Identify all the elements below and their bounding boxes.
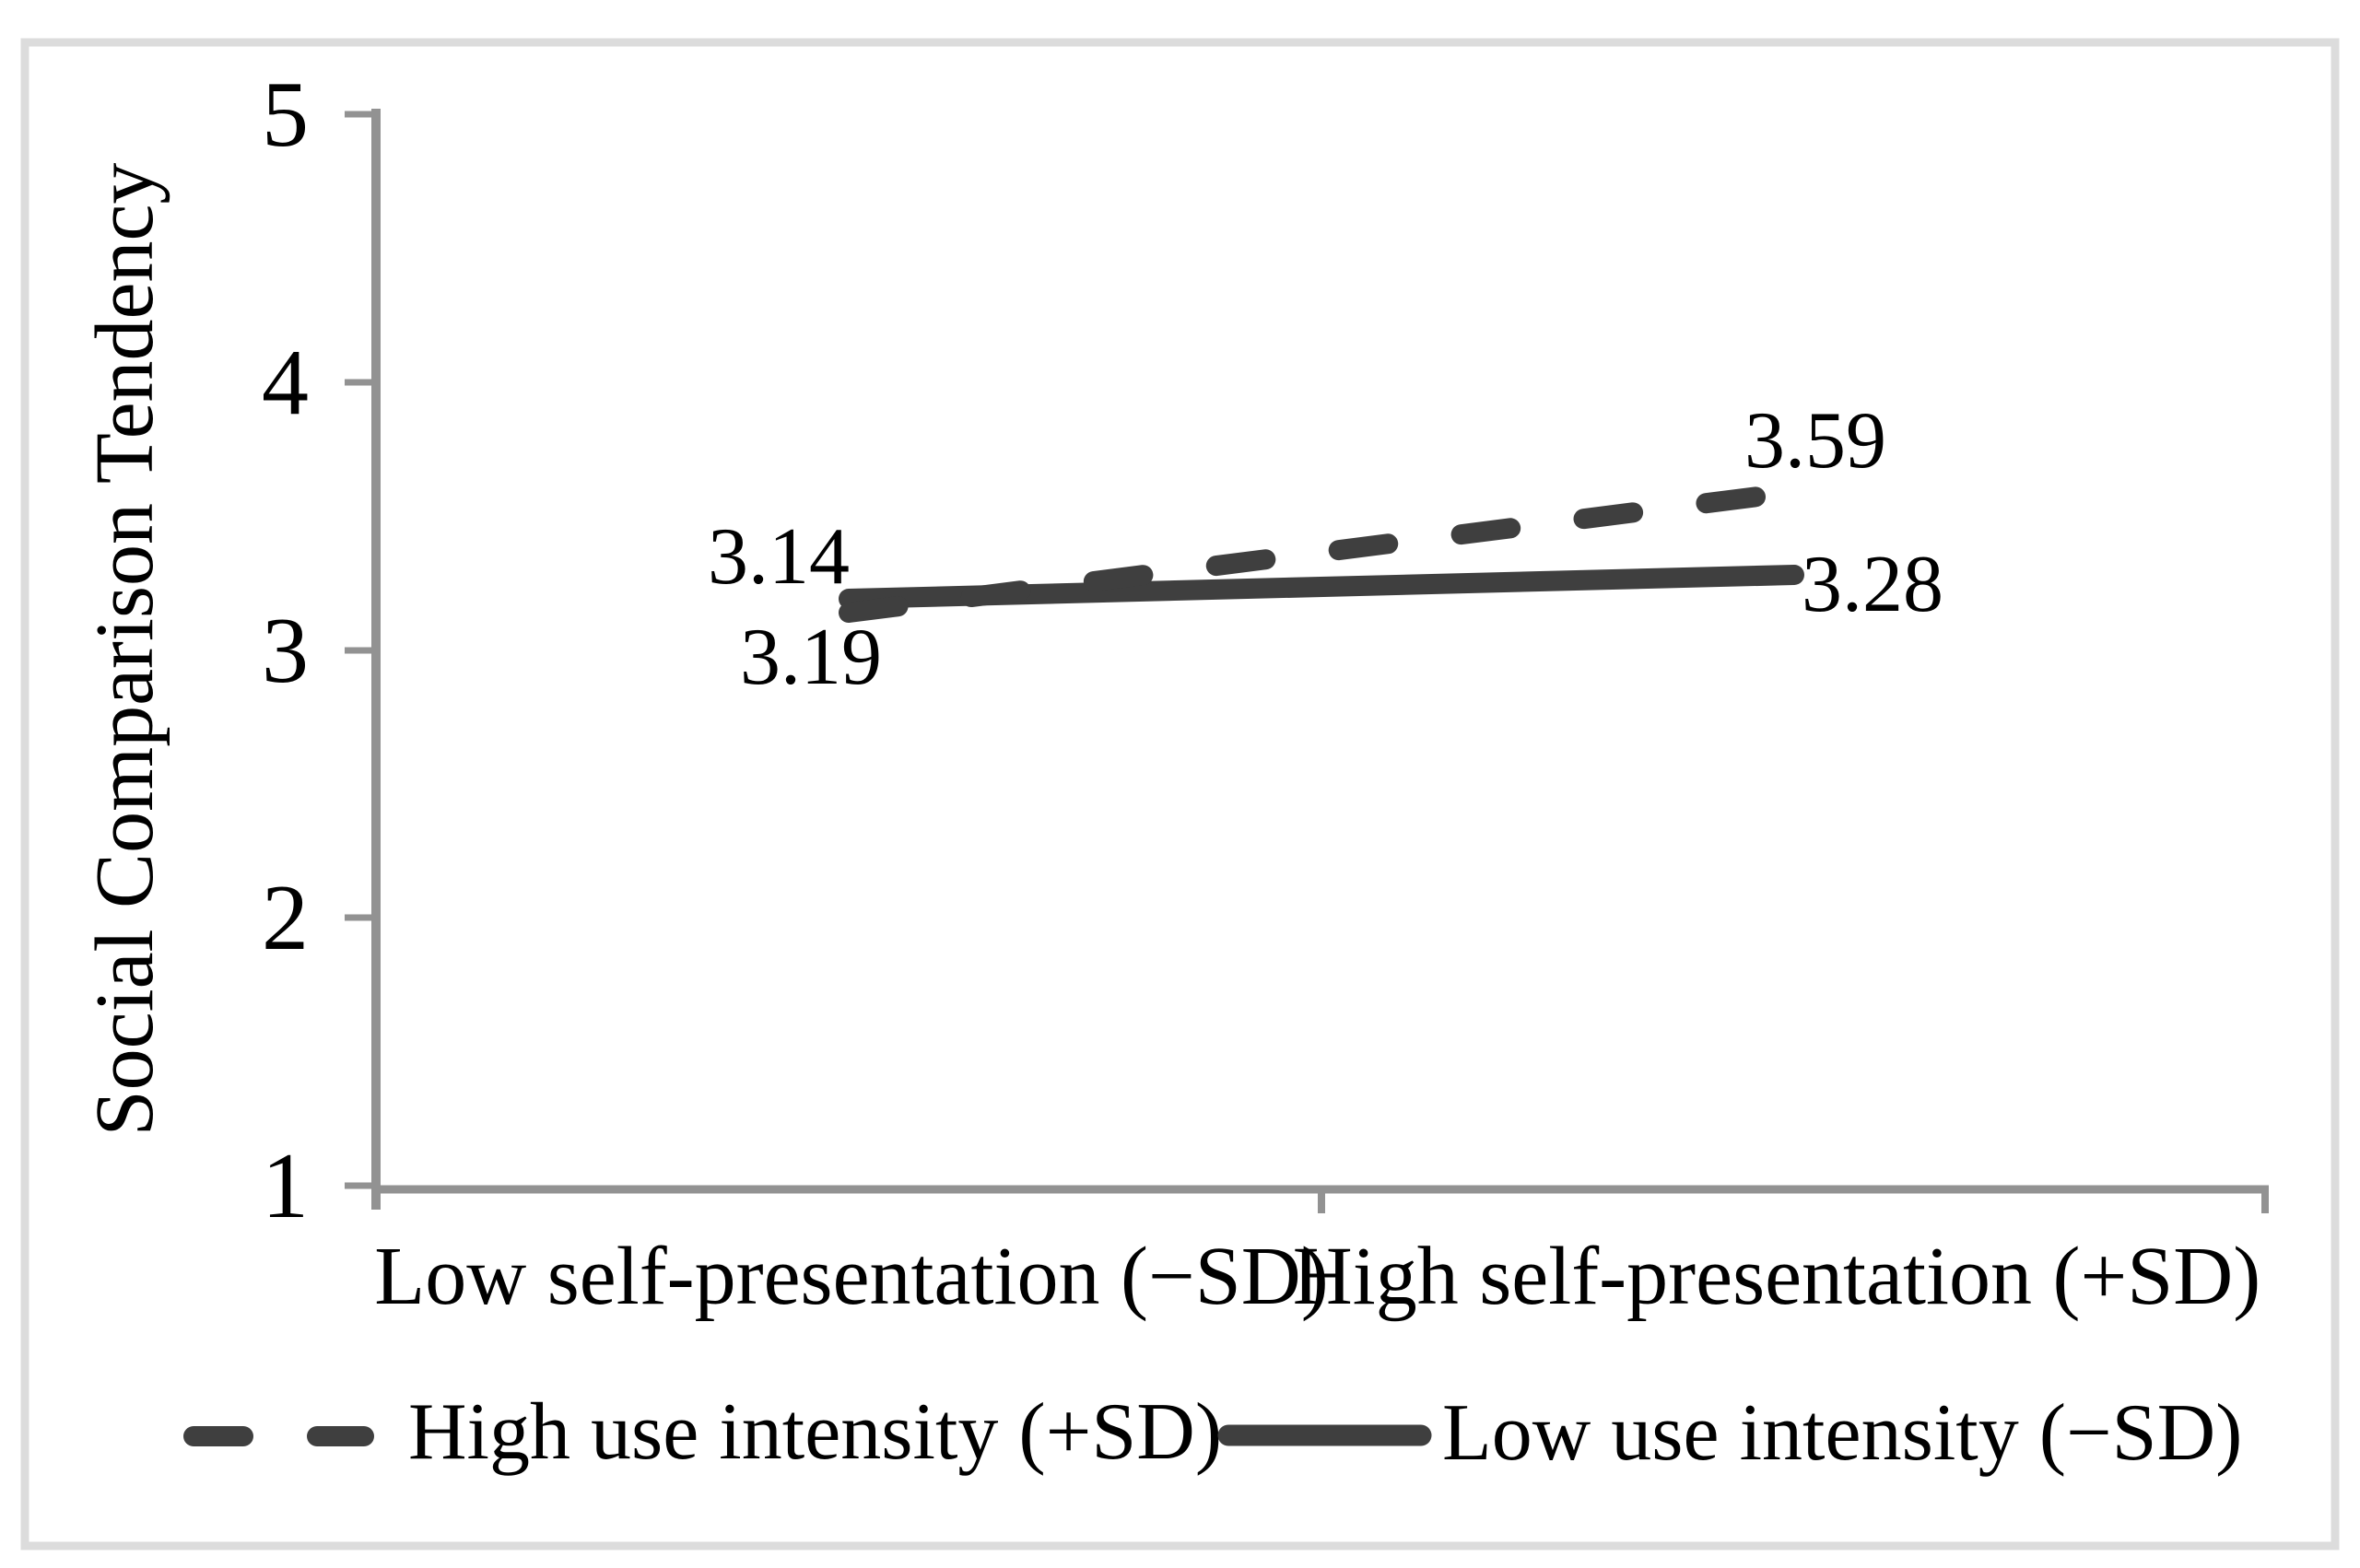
data-label-high-use-left: 3.14 <box>708 512 850 602</box>
y-axis-ticks <box>345 111 376 1189</box>
data-label-high-use-right: 3.59 <box>1744 396 1886 486</box>
y-tick-label-4: 4 <box>262 331 309 435</box>
legend-label-low-use-intensity: Low use intensity (−SD) <box>1442 1388 2242 1478</box>
y-tick-label-5: 5 <box>262 63 309 167</box>
figure-frame-border <box>20 38 2340 1550</box>
y-axis-tick-labels: 5 4 3 2 1 <box>262 63 309 1238</box>
x-category-label-low: Low self-presentation (−SD) <box>374 1231 1328 1322</box>
x-axis-category-labels: Low self-presentation (−SD) High self-pr… <box>374 1231 2260 1322</box>
y-axis-title: Social Comparison Tendency <box>79 163 170 1137</box>
data-label-low-use-left: 3.19 <box>740 613 882 702</box>
data-point-labels: 3.14 3.19 3.59 3.28 <box>708 396 1943 702</box>
y-tick-label-3: 3 <box>262 599 309 703</box>
legend-label-high-use-intensity: High use intensity (+SD) <box>408 1387 1222 1477</box>
series-line-high-use-intensity <box>839 482 1804 623</box>
x-axis-ticks <box>1318 1189 2269 1213</box>
x-category-label-high: High self-presentation (+SD) <box>1293 1231 2261 1322</box>
y-tick-label-2: 2 <box>262 866 309 970</box>
legend: High use intensity (+SD) Low use intensi… <box>183 1387 2242 1478</box>
data-label-low-use-right: 3.28 <box>1802 540 1943 629</box>
y-tick-label-1: 1 <box>262 1134 309 1238</box>
